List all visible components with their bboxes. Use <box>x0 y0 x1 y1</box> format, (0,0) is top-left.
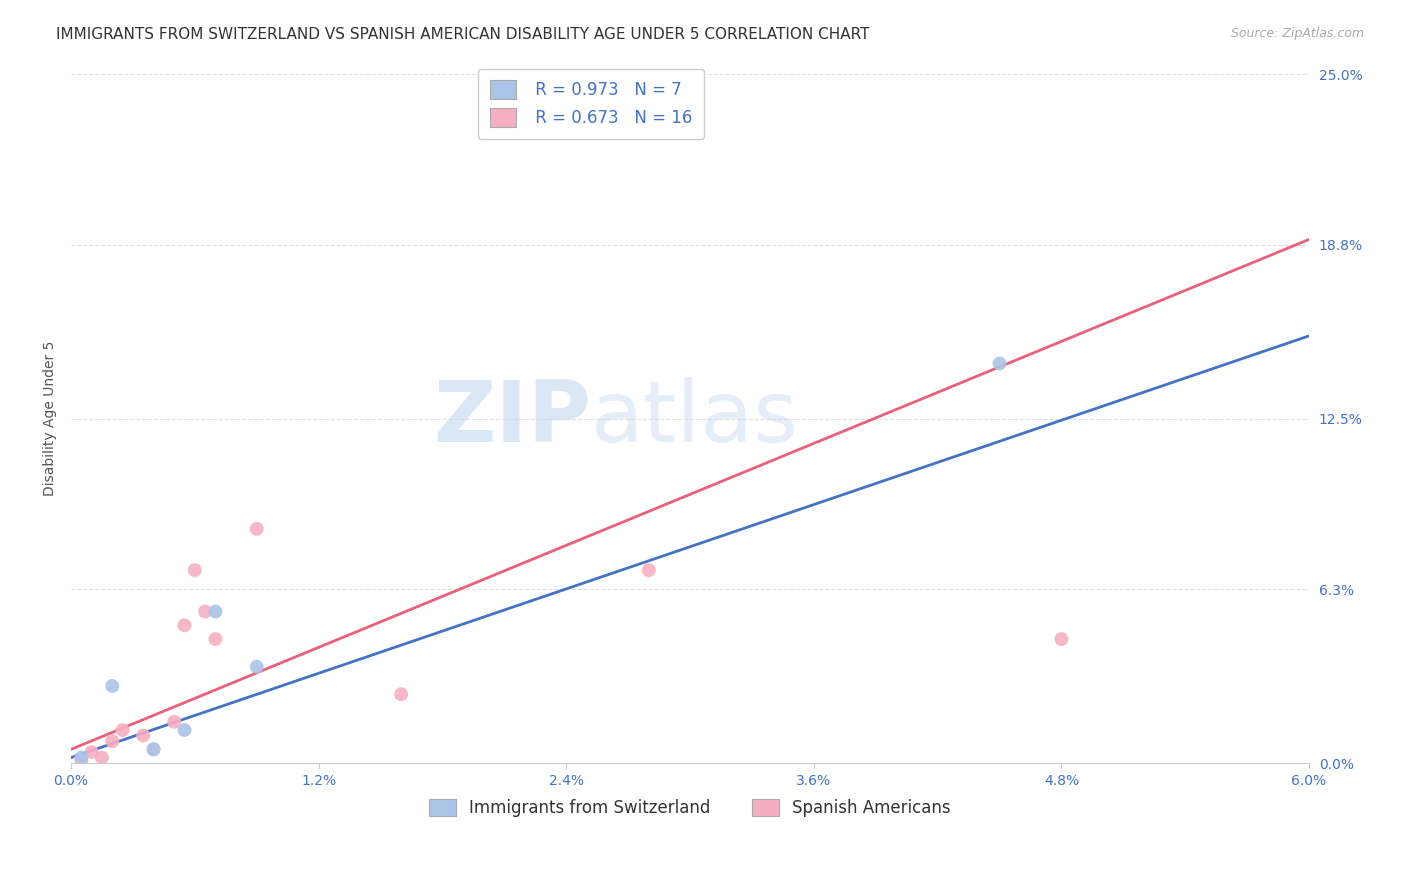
Point <box>173 618 195 632</box>
Point <box>389 687 412 701</box>
Point <box>91 750 114 764</box>
Point <box>988 356 1011 370</box>
Point <box>1050 632 1073 646</box>
Text: Source: ZipAtlas.com: Source: ZipAtlas.com <box>1230 27 1364 40</box>
Point <box>194 605 217 619</box>
Point <box>184 563 207 577</box>
Legend: Immigrants from Switzerland, Spanish Americans: Immigrants from Switzerland, Spanish Ame… <box>423 792 957 823</box>
Point <box>80 745 103 759</box>
Point <box>132 729 155 743</box>
Point <box>70 750 93 764</box>
Point <box>101 734 124 748</box>
Point <box>142 742 165 756</box>
Point <box>101 679 124 693</box>
Text: IMMIGRANTS FROM SWITZERLAND VS SPANISH AMERICAN DISABILITY AGE UNDER 5 CORRELATI: IMMIGRANTS FROM SWITZERLAND VS SPANISH A… <box>56 27 870 42</box>
Point <box>70 753 93 767</box>
Point <box>637 563 659 577</box>
Point <box>246 522 269 536</box>
Point <box>204 605 226 619</box>
Point <box>163 714 186 729</box>
Text: atlas: atlas <box>591 377 799 460</box>
Point <box>111 723 134 737</box>
Point <box>204 632 226 646</box>
Text: ZIP: ZIP <box>433 377 591 460</box>
Y-axis label: Disability Age Under 5: Disability Age Under 5 <box>44 341 58 496</box>
Point <box>246 659 269 673</box>
Point <box>142 742 165 756</box>
Point <box>173 723 195 737</box>
